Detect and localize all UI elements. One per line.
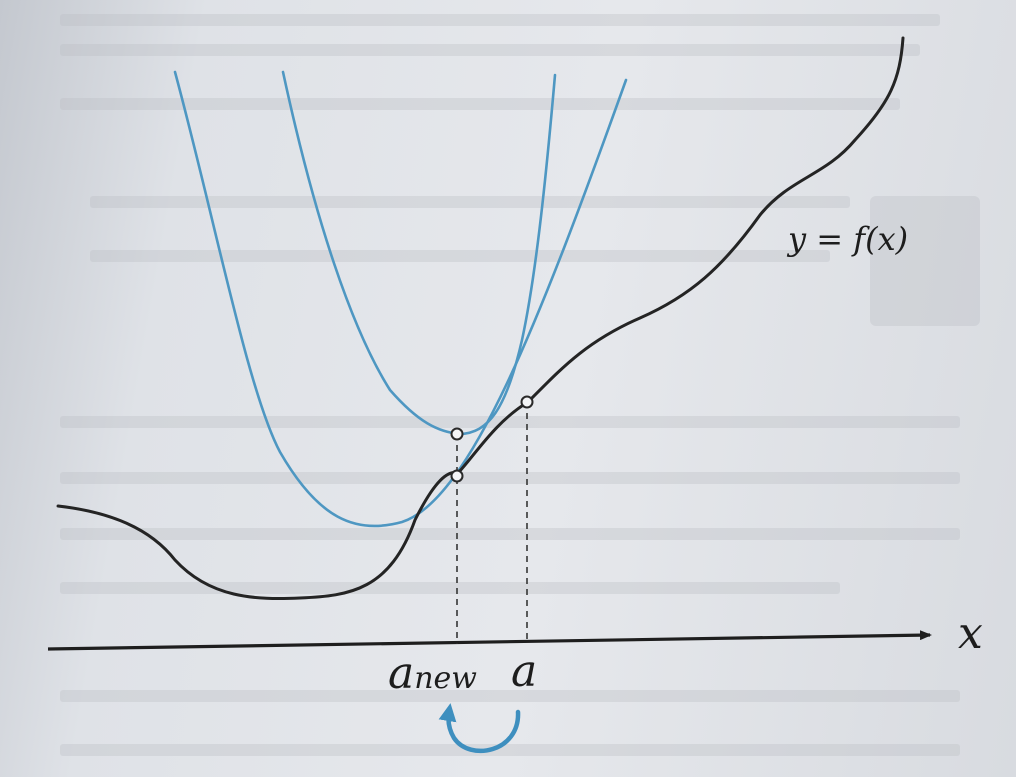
anew-label: anew <box>388 648 477 699</box>
x-axis-label: x <box>958 608 983 659</box>
anew-label-main: a <box>388 648 414 699</box>
update-arrow-icon <box>438 703 521 754</box>
point-f-a <box>520 395 534 409</box>
bleed-through-texture <box>60 14 980 756</box>
approximation-curve-wide <box>173 70 628 528</box>
a-label: a <box>511 646 537 697</box>
point-min-approximation <box>450 427 464 441</box>
point-f-anew <box>450 469 464 483</box>
x-axis <box>47 630 932 651</box>
function-label: y = f(x) <box>786 220 908 258</box>
function-curve <box>56 36 905 601</box>
anew-label-sub: new <box>414 661 477 696</box>
